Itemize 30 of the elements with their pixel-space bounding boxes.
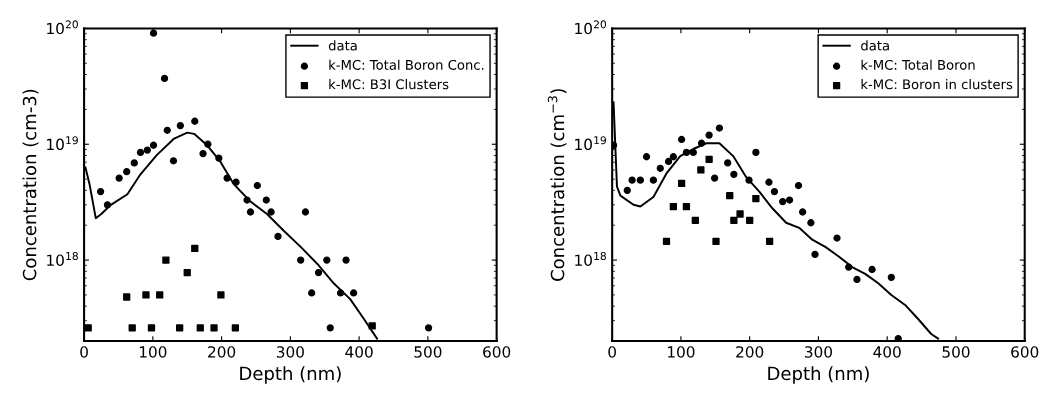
x-tick-label: 400 (345, 346, 373, 358)
x-tick-label: 0 (608, 346, 617, 358)
x-axis-title: Depth (nm) (768, 366, 869, 384)
legend-label: data (328, 40, 357, 51)
y-axis-title: Concentration (cm-3) (22, 89, 39, 281)
x-tick-label: 100 (139, 346, 167, 358)
y-axis-title: Concentration (cm$^{−3}$) (547, 89, 567, 281)
legend-label: k-MC: Boron in clusters (861, 79, 1013, 90)
y-tick-label: 10$^{19}$ (575, 136, 606, 151)
x-tick-label: 500 (942, 346, 970, 358)
x-tick-label: 0 (80, 346, 88, 358)
x-tick-label: 600 (483, 346, 511, 358)
y-tick-label: 10$^{18}$ (47, 251, 78, 266)
legend-label: data (861, 40, 889, 51)
legend-label: k-MC: B3I Clusters (329, 79, 449, 90)
x-tick-label: 200 (736, 346, 764, 358)
x-tick-label: 300 (805, 346, 833, 358)
y-tick-label: 10$^{18}$ (575, 251, 606, 266)
x-tick-label: 100 (668, 346, 695, 358)
y-tick-label: 10$^{20}$ (47, 20, 78, 35)
y-tick-label: 10$^{19}$ (47, 136, 78, 151)
x-tick-label: 200 (208, 346, 236, 358)
x-tick-label: 500 (414, 346, 442, 358)
x-axis-title: Depth (nm) (240, 366, 341, 384)
y-tick-label: 10$^{20}$ (575, 20, 607, 35)
x-tick-label: 300 (276, 346, 304, 358)
x-tick-label: 600 (1011, 346, 1039, 358)
legend-label: k-MC: Total Boron (861, 59, 975, 70)
legend-label: k-MC: Total Boron Conc. (329, 59, 484, 70)
x-tick-label: 400 (873, 346, 901, 358)
